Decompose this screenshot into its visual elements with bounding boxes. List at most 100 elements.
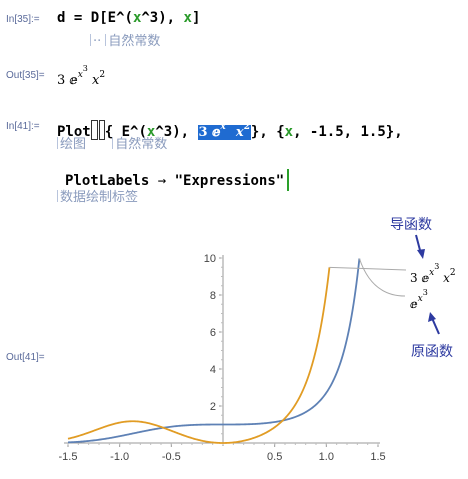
- math-token: 3: [57, 73, 66, 88]
- code-token: ): [158, 10, 167, 26]
- input-label-41: In[41]:=: [6, 121, 40, 132]
- code-token: D: [90, 10, 100, 26]
- math-exponent: x3: [77, 64, 88, 80]
- code-hints-41: 绘图 自然常数: [57, 133, 167, 152]
- code-token: (: [138, 124, 147, 140]
- code-token: ^3: [155, 124, 173, 140]
- code-variable: x: [146, 124, 156, 140]
- plot-axes: -1.5 -1.0 -0.5 0.5 1.0 1.5 2 4 6 8 10: [59, 253, 386, 463]
- code-token: ): [172, 124, 181, 140]
- option-hint: 数据绘制标签: [57, 186, 138, 205]
- output-label-35: Out[35]=: [6, 70, 45, 81]
- code-hint-35: ·· 自然常数: [90, 30, 160, 49]
- arrowhead-derivative: [417, 249, 425, 259]
- code-variable: x: [284, 124, 294, 140]
- math-token: x: [417, 294, 423, 304]
- bracket-outline: [90, 120, 98, 140]
- x-tick-label: -0.5: [162, 451, 181, 463]
- code-token: E: [121, 124, 131, 140]
- code-token: ^: [116, 10, 125, 26]
- math-exponent: x3: [429, 262, 439, 278]
- math-token: 3: [225, 115, 232, 125]
- code-token: {: [276, 124, 285, 140]
- code-variable: x: [183, 10, 192, 26]
- math-token: x: [429, 268, 435, 278]
- plot-option[interactable]: PlotLabels → "Expressions"]: [65, 169, 290, 191]
- code-token: ]: [191, 10, 201, 26]
- math-token: x: [92, 73, 100, 88]
- x-tick-label: 1.0: [319, 451, 334, 463]
- series-line: [67, 267, 331, 444]
- annotation-original: 原函数: [411, 344, 453, 360]
- math-exponent: x3: [417, 288, 428, 304]
- math-token: x: [443, 271, 450, 285]
- math-token: ⅇ: [410, 297, 418, 311]
- bracket-outline: [98, 120, 105, 140]
- y-tick-label: 4: [210, 364, 216, 376]
- hint-plot: 绘图: [60, 137, 87, 152]
- series-line: [67, 258, 361, 444]
- math-token: 3: [82, 64, 88, 73]
- code-token: ,: [180, 124, 190, 140]
- leader-line-original: [358, 258, 406, 297]
- math-token: x: [235, 125, 244, 140]
- leader-line-derivative: [329, 266, 407, 271]
- option-value: "Expressions": [174, 173, 285, 189]
- math-token: x: [220, 122, 226, 132]
- code-token: ,: [394, 124, 403, 140]
- code-token: d: [57, 10, 66, 26]
- math-token: 3: [434, 262, 440, 271]
- code-token: ,: [259, 124, 268, 140]
- rule-arrow: →: [157, 173, 167, 189]
- math-token: x: [77, 70, 83, 80]
- y-tick-label: 8: [210, 290, 216, 302]
- y-tick-label: 10: [204, 253, 216, 265]
- code-token: Plot: [57, 124, 91, 140]
- math-token: 3: [410, 271, 418, 285]
- x-tick-label: -1.5: [59, 451, 78, 463]
- code-token: {: [104, 124, 114, 140]
- math-token: 3: [422, 288, 428, 297]
- math-token: 3: [198, 125, 208, 140]
- code-token: ^3: [141, 10, 159, 26]
- code-token: =: [73, 10, 83, 26]
- hint-plotlabels: 数据绘制标签: [60, 190, 139, 205]
- math-token: 2: [449, 268, 456, 278]
- math-token: 2: [243, 122, 250, 132]
- selected-expression[interactable]: 3 ⅇx3 x2: [197, 115, 251, 140]
- math-token: ⅇ: [69, 73, 78, 88]
- x-tick-label: 0.5: [267, 451, 282, 463]
- code-token: (: [124, 10, 133, 26]
- code-token: E: [107, 10, 117, 26]
- plot-series: [67, 258, 361, 444]
- option-name: PlotLabels: [65, 173, 150, 189]
- code-token: ,: [166, 10, 176, 26]
- code-token: , -1.5, 1.5}: [293, 124, 395, 140]
- y-tick-label: 2: [210, 401, 216, 413]
- input-code-41[interactable]: Plot[{ E^(x^3), 3 ⅇx3 x2}, {x, -1.5, 1.5…: [57, 115, 403, 140]
- input-code-35[interactable]: d = D[E^(x^3), x]: [57, 10, 200, 26]
- math-token: ⅇ: [212, 125, 221, 140]
- output-label-41: Out[41]=: [6, 352, 45, 363]
- curve-label-derivative: 3 ⅇx3 x2: [410, 262, 456, 285]
- code-token: [: [99, 10, 108, 26]
- hint-dots: ··: [93, 34, 102, 49]
- math-token: 2: [99, 70, 106, 80]
- math-token: ⅇ: [421, 271, 430, 285]
- input-label-35: In[35]:=: [6, 14, 40, 25]
- math-exponent: x3: [220, 115, 231, 132]
- arrow-original: [431, 317, 440, 335]
- code-token: ^: [130, 124, 139, 140]
- code-token: }: [250, 124, 260, 140]
- y-tick-label: 6: [210, 327, 216, 339]
- output-expression-35: 3 ⅇx3 x2: [57, 64, 105, 88]
- x-tick-label: 1.5: [370, 451, 385, 463]
- arrowhead-original: [428, 312, 436, 322]
- text-cursor: [287, 169, 290, 191]
- code-variable: x: [132, 10, 142, 26]
- hint-e: 自然常数: [115, 137, 168, 152]
- plot-callouts: [329, 234, 440, 335]
- curve-label-original: ⅇx3: [410, 288, 428, 311]
